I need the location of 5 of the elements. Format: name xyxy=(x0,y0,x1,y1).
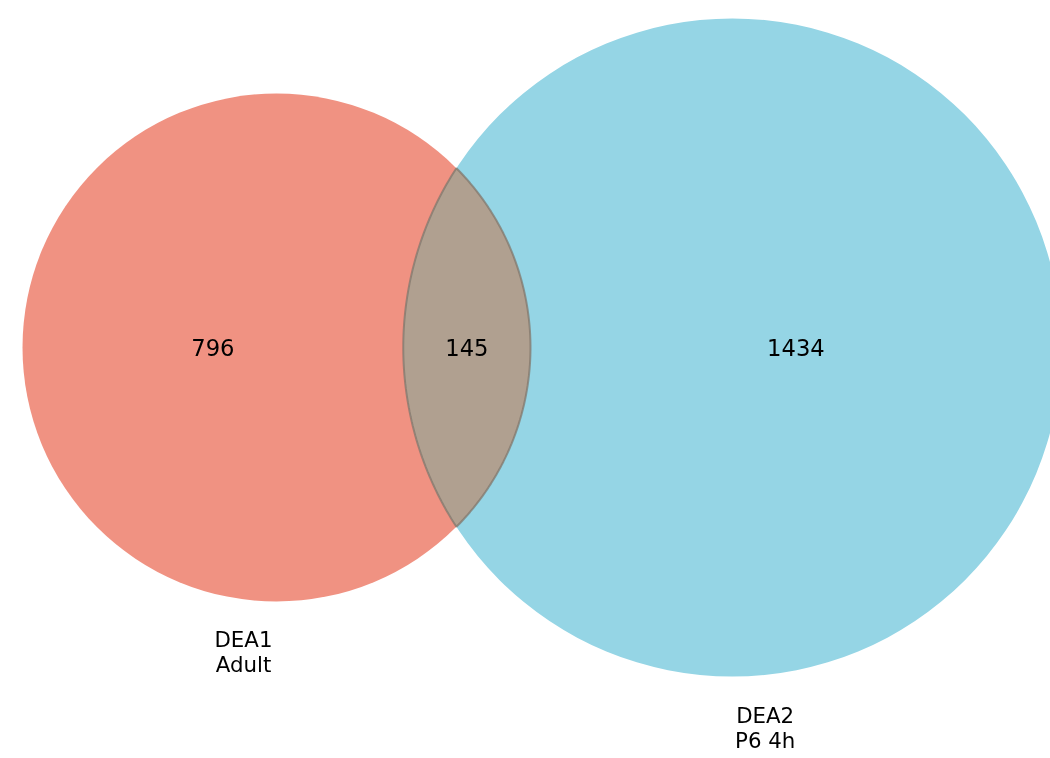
category-label: DEA2 P6 4h xyxy=(735,702,796,753)
data-label: 796 xyxy=(191,335,235,361)
category-label: DEA1 Adult xyxy=(214,627,273,678)
data-label: 1434 xyxy=(767,335,825,361)
data-label: 145 xyxy=(445,335,489,361)
